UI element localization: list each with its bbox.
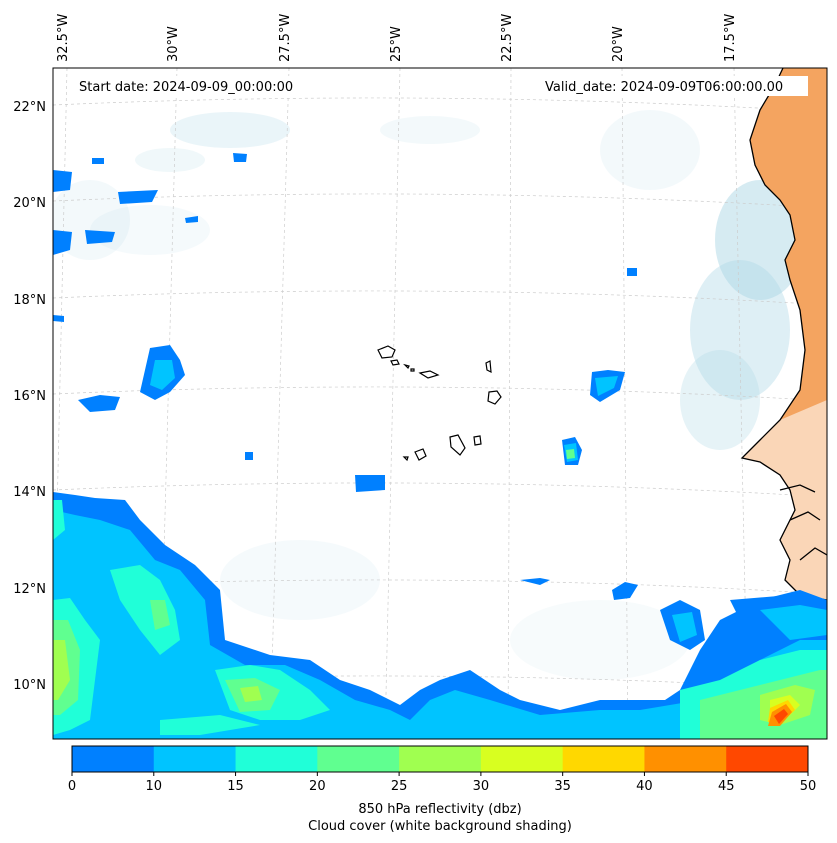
map-frame bbox=[52, 67, 828, 740]
colorbar-swatch bbox=[72, 746, 155, 772]
colorbar-swatch bbox=[235, 746, 318, 772]
reflectivity-cells bbox=[53, 153, 827, 739]
colorbar-tick-label: 25 bbox=[391, 779, 408, 794]
lon-label: 20°W bbox=[611, 26, 626, 62]
lat-label: 18°N bbox=[13, 293, 46, 308]
lat-label: 10°N bbox=[13, 678, 46, 693]
colorbar-swatch bbox=[317, 746, 400, 772]
colorbar-tick-label: 30 bbox=[473, 779, 490, 794]
lat-label: 16°N bbox=[13, 389, 46, 404]
valid-date-label: Valid_date: 2024-09-09T06:00:00.00 bbox=[540, 76, 808, 96]
colorbar-tick-label: 15 bbox=[227, 779, 244, 794]
colorbar-swatches bbox=[72, 746, 809, 772]
latitude-labels: 22°N 20°N 18°N 16°N 14°N 12°N 10°N bbox=[13, 100, 46, 693]
colorbar-tick-label: 10 bbox=[146, 779, 163, 794]
lon-label: 30°W bbox=[166, 26, 181, 62]
colorbar-tick-label: 45 bbox=[718, 779, 735, 794]
africa-interior-shading bbox=[742, 400, 827, 600]
start-date-text: Start date: 2024-09-09_00:00:00 bbox=[79, 80, 293, 95]
colorbar-frame bbox=[71, 745, 809, 773]
lon-label: 17.5°W bbox=[723, 14, 738, 62]
start-date-label: Start date: 2024-09-09_00:00:00 bbox=[74, 76, 314, 96]
lat-label: 20°N bbox=[13, 196, 46, 211]
lat-label: 22°N bbox=[13, 100, 46, 115]
lat-label: 14°N bbox=[13, 485, 46, 500]
lon-label: 32.5°W bbox=[56, 14, 71, 62]
colorbar-swatch bbox=[726, 746, 809, 772]
colorbar-swatch bbox=[644, 746, 727, 772]
colorbar-swatch bbox=[399, 746, 482, 772]
colorbar-swatch bbox=[153, 746, 237, 772]
colorbar-swatch bbox=[480, 746, 564, 772]
cape-verde-islands bbox=[377, 345, 502, 462]
colorbar-tick-label: 0 bbox=[68, 779, 76, 794]
longitude-labels: 32.5°W 30°W 27.5°W 25°W 22.5°W 20°W 17.5… bbox=[56, 14, 738, 62]
lat-label: 12°N bbox=[13, 582, 46, 597]
map-panel bbox=[53, 68, 827, 739]
lon-label: 22.5°W bbox=[500, 14, 515, 62]
colorbar-ticks: 0 10 15 20 25 30 35 40 45 50 bbox=[68, 772, 816, 794]
colorbar-tick-label: 35 bbox=[554, 779, 571, 794]
colorbar-tick-label: 50 bbox=[800, 779, 817, 794]
lon-label: 27.5°W bbox=[278, 14, 293, 62]
lon-label: 25°W bbox=[389, 26, 404, 62]
valid-date-text: Valid_date: 2024-09-09T06:00:00.00 bbox=[545, 80, 783, 95]
coastlines bbox=[740, 68, 827, 601]
colorbar-sublabel: Cloud cover (white background shading) bbox=[308, 819, 572, 834]
colorbar-label: 850 hPa reflectivity (dbz) bbox=[358, 802, 521, 817]
colorbar-swatch bbox=[562, 746, 645, 772]
colorbar-tick-label: 40 bbox=[636, 779, 653, 794]
colorbar: 0 10 15 20 25 30 35 40 45 50 850 hPa reflectivity… bbox=[68, 745, 816, 834]
colorbar-tick-label: 20 bbox=[309, 779, 326, 794]
